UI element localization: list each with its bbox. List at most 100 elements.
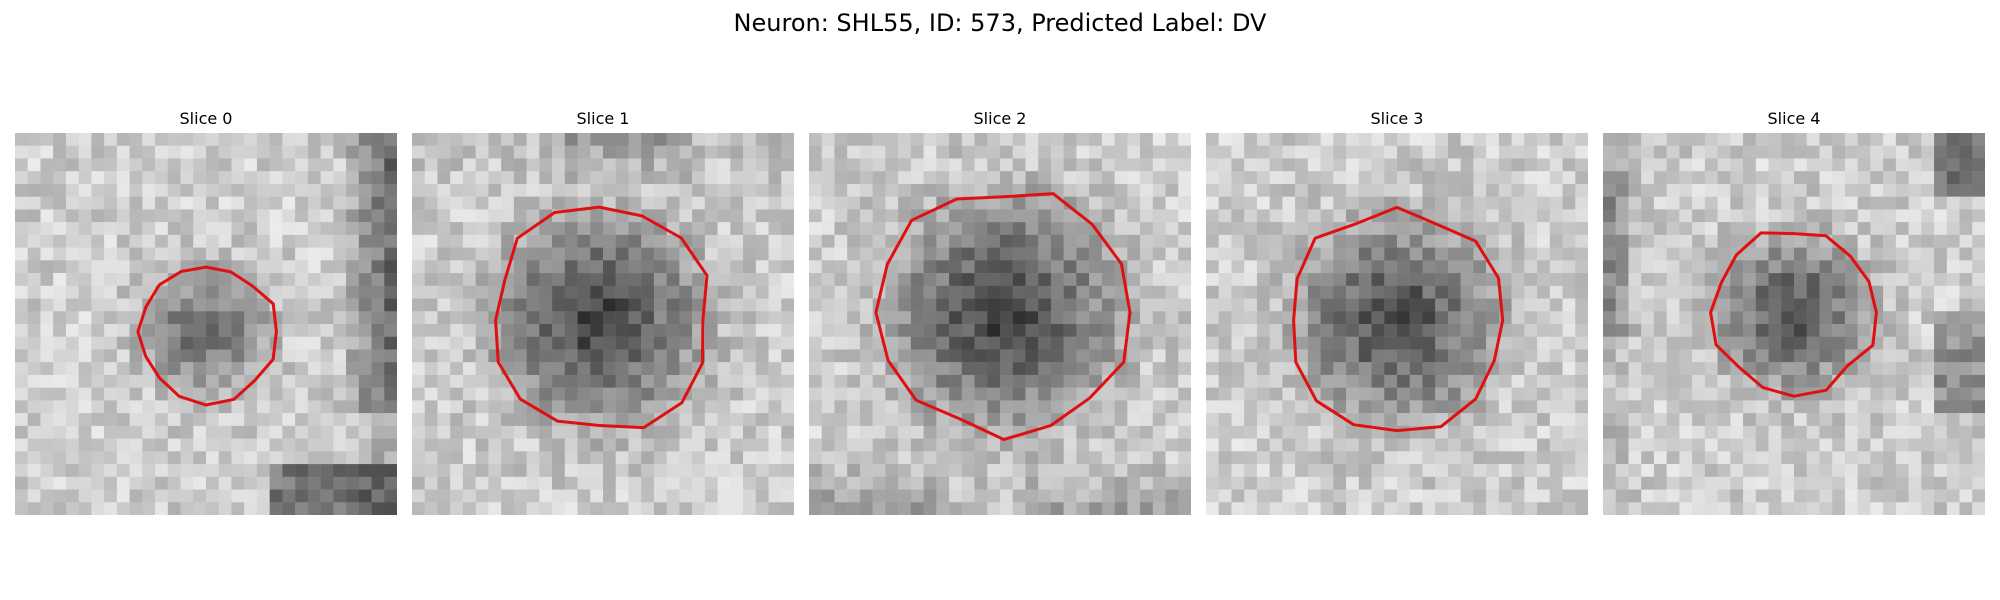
image-pixel bbox=[859, 247, 873, 261]
image-pixel bbox=[1295, 133, 1309, 146]
image-pixel bbox=[1562, 425, 1576, 439]
image-pixel bbox=[1883, 400, 1897, 414]
image-pixel bbox=[462, 324, 476, 337]
image-pixel bbox=[1256, 425, 1270, 439]
image-pixel bbox=[1114, 387, 1128, 401]
image-pixel bbox=[1806, 260, 1820, 274]
image-pixel bbox=[129, 387, 143, 401]
image-pixel bbox=[1921, 438, 1935, 452]
image-pixel bbox=[1959, 209, 1973, 223]
image-pixel bbox=[1320, 260, 1334, 274]
image-pixel bbox=[65, 222, 79, 236]
image-pixel bbox=[936, 222, 950, 236]
image-pixel bbox=[1178, 324, 1191, 337]
image-pixel bbox=[1206, 171, 1219, 185]
image-pixel bbox=[15, 298, 28, 312]
image-pixel bbox=[1447, 413, 1461, 427]
image-pixel bbox=[488, 400, 502, 414]
image-pixel bbox=[1562, 247, 1576, 261]
image-pixel bbox=[384, 349, 397, 363]
image-pixel bbox=[974, 502, 988, 515]
image-pixel bbox=[1755, 260, 1769, 274]
image-pixel bbox=[628, 222, 642, 236]
image-pixel bbox=[1050, 158, 1064, 172]
image-pixel bbox=[1256, 464, 1270, 477]
image-pixel bbox=[116, 438, 130, 452]
image-pixel bbox=[1946, 362, 1960, 376]
image-pixel bbox=[717, 400, 731, 414]
image-pixel bbox=[1460, 464, 1474, 477]
image-pixel bbox=[1692, 285, 1706, 299]
image-pixel bbox=[1269, 324, 1283, 337]
image-pixel bbox=[1562, 413, 1576, 427]
image-pixel bbox=[1384, 133, 1398, 146]
image-pixel bbox=[1050, 349, 1064, 363]
image-pixel bbox=[1511, 387, 1525, 401]
image-pixel bbox=[91, 222, 105, 236]
image-pixel bbox=[679, 451, 693, 465]
image-pixel bbox=[539, 451, 553, 465]
image-pixel bbox=[1127, 133, 1141, 146]
image-pixel bbox=[167, 298, 181, 312]
image-pixel bbox=[898, 464, 912, 477]
image-pixel bbox=[821, 387, 835, 401]
image-pixel bbox=[1794, 260, 1807, 274]
image-pixel bbox=[1603, 183, 1616, 197]
image-pixel bbox=[615, 298, 629, 312]
image-pixel bbox=[1908, 362, 1922, 376]
image-pixel bbox=[116, 502, 130, 515]
image-pixel bbox=[1000, 222, 1013, 236]
image-pixel bbox=[1244, 171, 1258, 185]
image-pixel bbox=[1692, 476, 1706, 490]
image-pixel bbox=[1832, 476, 1846, 490]
image-pixel bbox=[384, 196, 397, 210]
image-pixel bbox=[1717, 183, 1731, 197]
image-pixel bbox=[501, 502, 515, 515]
image-pixel bbox=[859, 133, 873, 146]
image-pixel bbox=[1218, 387, 1232, 401]
image-pixel bbox=[1050, 311, 1064, 325]
image-pixel bbox=[743, 374, 756, 388]
image-pixel bbox=[1603, 489, 1616, 503]
slice-title: Slice 3 bbox=[1370, 109, 1424, 128]
slice-title: Slice 2 bbox=[973, 109, 1027, 128]
image-pixel bbox=[923, 362, 937, 376]
image-pixel bbox=[730, 171, 744, 185]
image-pixel bbox=[437, 387, 451, 401]
image-pixel bbox=[1666, 502, 1680, 515]
image-pixel bbox=[755, 222, 769, 236]
image-pixel bbox=[1025, 349, 1039, 363]
image-pixel bbox=[269, 158, 283, 172]
image-pixel bbox=[371, 145, 385, 159]
image-pixel bbox=[1012, 273, 1026, 286]
image-pixel bbox=[320, 222, 334, 236]
image-pixel bbox=[821, 349, 835, 363]
image-pixel bbox=[307, 171, 321, 185]
image-pixel bbox=[1704, 374, 1718, 388]
image-pixel bbox=[526, 298, 540, 312]
image-pixel bbox=[1269, 502, 1283, 515]
image-pixel bbox=[193, 209, 207, 223]
image-pixel bbox=[1921, 196, 1935, 210]
image-pixel bbox=[346, 209, 359, 223]
image-pixel bbox=[155, 502, 168, 515]
image-pixel bbox=[65, 234, 79, 248]
image-pixel bbox=[834, 273, 848, 286]
image-pixel bbox=[346, 374, 359, 388]
image-pixel bbox=[1346, 336, 1359, 350]
image-pixel bbox=[1473, 489, 1487, 503]
image-pixel bbox=[1256, 196, 1270, 210]
image-pixel bbox=[412, 273, 425, 286]
image-pixel bbox=[1641, 502, 1655, 515]
image-pixel bbox=[1832, 336, 1846, 350]
image-pixel bbox=[1358, 464, 1372, 477]
image-pixel bbox=[1206, 336, 1219, 350]
image-pixel bbox=[781, 425, 794, 439]
image-pixel bbox=[1781, 260, 1795, 274]
image-pixel bbox=[167, 438, 181, 452]
image-pixel bbox=[1717, 489, 1731, 503]
image-pixel bbox=[231, 311, 245, 325]
image-pixel bbox=[1269, 438, 1283, 452]
image-pixel bbox=[167, 413, 181, 427]
image-pixel bbox=[333, 209, 347, 223]
